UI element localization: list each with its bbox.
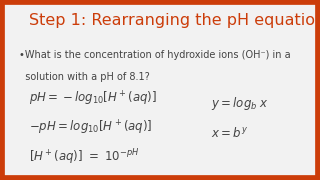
Text: $pH = -log_{10}[H^+(aq)]$: $pH = -log_{10}[H^+(aq)]$ xyxy=(29,90,157,108)
Text: $x = b^y$: $x = b^y$ xyxy=(211,126,248,140)
Text: $-pH = log_{10}[H^+(aq)]$: $-pH = log_{10}[H^+(aq)]$ xyxy=(29,119,152,137)
Text: solution with a pH of 8.1?: solution with a pH of 8.1? xyxy=(19,72,150,82)
Text: Step 1: Rearranging the pH equation: Step 1: Rearranging the pH equation xyxy=(29,13,320,28)
Text: •What is the concentration of hydroxide ions (OH⁻) in a: •What is the concentration of hydroxide … xyxy=(19,50,291,60)
Text: $[H^+(aq)] \ = \ 10^{-pH}$: $[H^+(aq)] \ = \ 10^{-pH}$ xyxy=(29,148,139,167)
Text: $y = log_b\ x$: $y = log_b\ x$ xyxy=(211,95,269,112)
